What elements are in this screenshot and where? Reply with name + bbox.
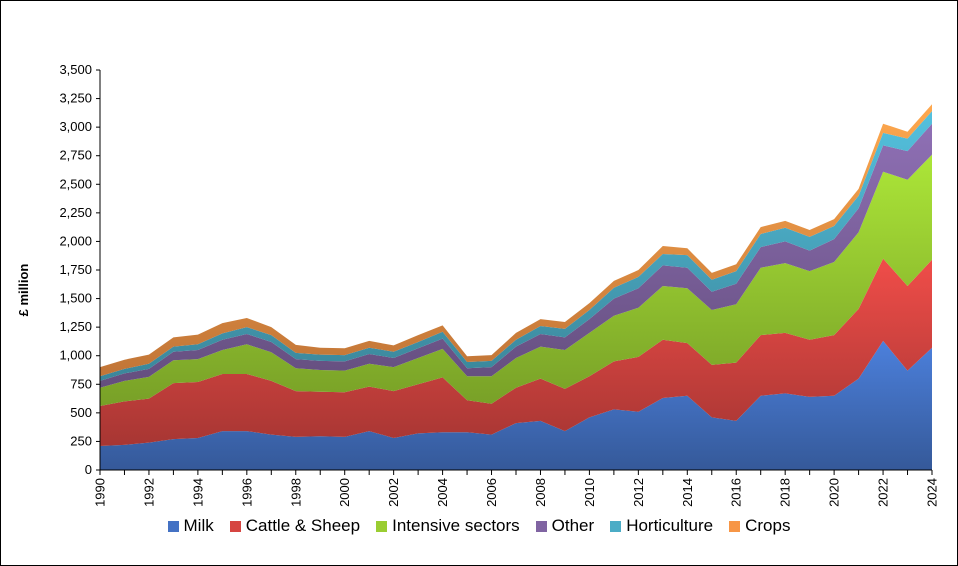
legend-swatch bbox=[229, 520, 241, 532]
x-tick-label: 1996 bbox=[239, 478, 254, 507]
x-tick-label: 2022 bbox=[876, 478, 891, 507]
legend-item: Milk bbox=[167, 516, 214, 536]
series-areas bbox=[100, 104, 932, 470]
x-tick-label: 2010 bbox=[582, 478, 597, 507]
x-tick-label: 2024 bbox=[925, 478, 940, 507]
y-tick-label: 3,000 bbox=[59, 119, 92, 134]
y-tick-label: 1,750 bbox=[59, 262, 92, 277]
area-other bbox=[100, 123, 932, 388]
y-tick-label: 2,500 bbox=[59, 176, 92, 191]
legend-label: Milk bbox=[183, 516, 214, 535]
area-milk bbox=[100, 340, 932, 470]
x-tick-label: 2004 bbox=[435, 478, 450, 507]
legend-label: Other bbox=[551, 516, 595, 535]
y-tick-label: 1,000 bbox=[59, 348, 92, 363]
x-tick-label: 2000 bbox=[337, 478, 352, 507]
x-tick-label: 2018 bbox=[778, 478, 793, 507]
y-tick-label: 3,250 bbox=[59, 91, 92, 106]
legend-label: Cattle & Sheep bbox=[245, 516, 361, 535]
legend-swatch bbox=[535, 520, 547, 532]
y-tick-label: 1,500 bbox=[59, 291, 92, 306]
y-tick-label: 1,250 bbox=[59, 319, 92, 334]
legend-swatch bbox=[729, 520, 741, 532]
axes: 0 250 500 750 1,000 1,250 1,500 1,750 2,000 2,250… bbox=[59, 62, 939, 507]
y-tick-label: 2,750 bbox=[59, 148, 92, 163]
y-tick-label: 3,500 bbox=[59, 62, 92, 77]
legend-item: Crops bbox=[729, 516, 790, 536]
x-tick-label: 1990 bbox=[93, 478, 108, 507]
legend-item: Other bbox=[535, 516, 595, 536]
x-tick-label: 2014 bbox=[680, 478, 695, 507]
y-axis-label: £ million bbox=[16, 264, 31, 317]
area-cattle-sheep bbox=[100, 258, 932, 446]
y-tick-label: 0 bbox=[85, 462, 92, 477]
legend-label: Intensive sectors bbox=[392, 516, 520, 535]
x-tick-label: 1998 bbox=[288, 478, 303, 507]
area-intensive-sectors bbox=[100, 154, 932, 406]
legend-swatch bbox=[376, 520, 388, 532]
x-tick-label: 2002 bbox=[386, 478, 401, 507]
y-tick-label: 500 bbox=[70, 405, 92, 420]
legend-label: Horticulture bbox=[626, 516, 714, 535]
legend: Milk Cattle & Sheep Intensive sectors Other… bbox=[0, 516, 958, 536]
legend-item: Cattle & Sheep bbox=[229, 516, 361, 536]
x-tick-label: 2020 bbox=[827, 478, 842, 507]
legend-swatch bbox=[610, 520, 622, 532]
legend-item: Intensive sectors bbox=[376, 516, 520, 536]
legend-swatch bbox=[167, 520, 179, 532]
legend-label: Crops bbox=[745, 516, 791, 535]
y-tick-label: 750 bbox=[70, 376, 92, 391]
y-tick-label: 250 bbox=[70, 433, 92, 448]
x-tick-label: 1994 bbox=[190, 478, 205, 507]
x-tick-label: 2008 bbox=[533, 478, 548, 507]
y-tick-label: 2,000 bbox=[59, 233, 92, 248]
x-tick-label: 2012 bbox=[631, 478, 646, 507]
x-tick-label: 1992 bbox=[141, 478, 156, 507]
y-tick-label: 2,250 bbox=[59, 205, 92, 220]
legend-item: Horticulture bbox=[610, 516, 713, 536]
x-tick-label: 2016 bbox=[729, 478, 744, 507]
x-tick-label: 2006 bbox=[484, 478, 499, 507]
